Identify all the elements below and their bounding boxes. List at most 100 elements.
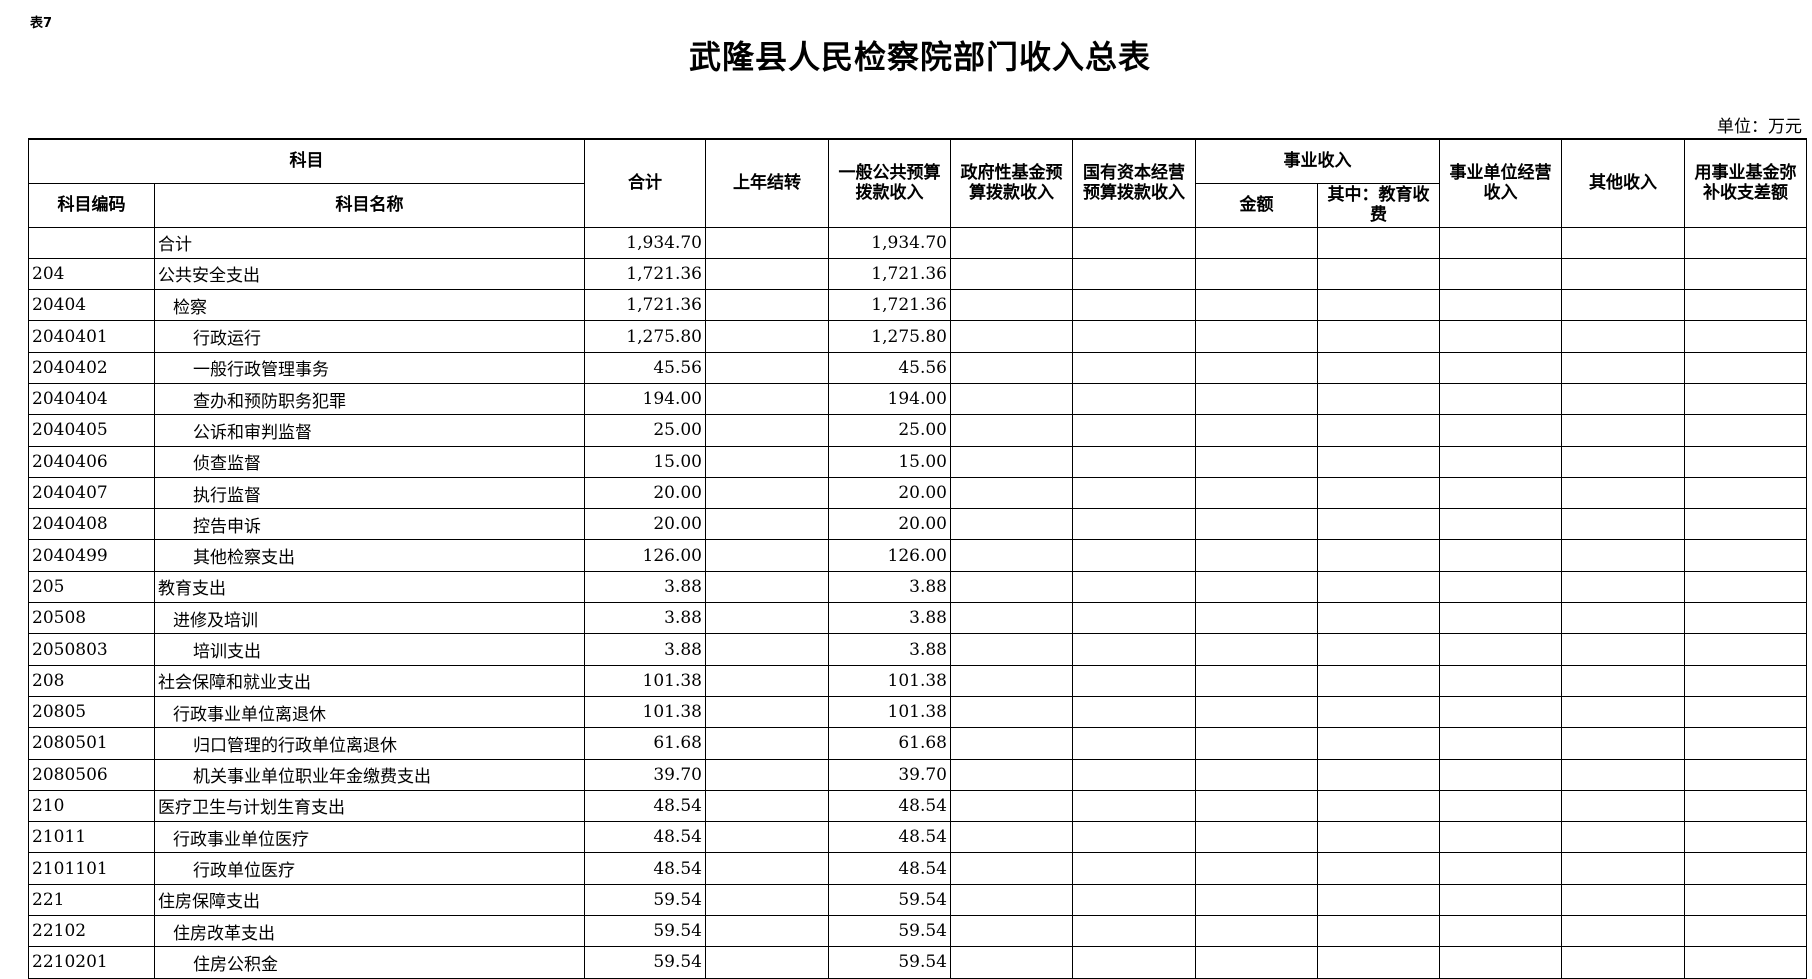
cell-total: 25.00 — [584, 414, 706, 447]
cell-edu-fee — [1317, 758, 1440, 791]
table-number: 表7 — [30, 16, 53, 31]
cell-amount — [1195, 382, 1318, 416]
header-biz-operation: 事业单位经营收入 — [1439, 138, 1562, 228]
cell-other — [1561, 602, 1685, 635]
cell-general: 3.88 — [828, 602, 951, 635]
cell-carryover — [705, 320, 829, 353]
header-other: 其他收入 — [1561, 138, 1685, 228]
cell-biz-operation — [1439, 758, 1562, 791]
cell-biz-operation — [1439, 351, 1562, 384]
cell-amount — [1195, 946, 1318, 979]
cell-other — [1561, 289, 1685, 322]
cell-biz-operation — [1439, 226, 1562, 259]
cell-edu-fee — [1317, 320, 1440, 353]
cell-carryover — [705, 633, 829, 666]
cell-edu-fee — [1317, 602, 1440, 635]
cell-general: 25.00 — [828, 414, 951, 447]
header-gov-fund: 政府性基金预算拨款收入 — [950, 138, 1073, 228]
page-title: 武隆县人民检察院部门收入总表 — [688, 38, 1151, 76]
cell-fund-cover — [1684, 476, 1807, 510]
cell-amount — [1195, 727, 1318, 760]
cell-code: 2040406 — [28, 445, 155, 478]
cell-name: 归口管理的行政单位离退休 — [154, 727, 585, 760]
cell-state-capital — [1072, 664, 1196, 697]
cell-other — [1561, 539, 1685, 572]
table-row: 21011 行政事业单位医疗 48.54 48.54 — [28, 821, 1807, 854]
cell-other — [1561, 633, 1685, 666]
cell-code: 2080501 — [28, 727, 155, 760]
cell-total: 20.00 — [584, 508, 706, 541]
table-row: 2050803 培训支出 3.88 3.88 — [28, 633, 1807, 666]
cell-gov-fund — [950, 727, 1073, 760]
cell-amount — [1195, 320, 1318, 353]
cell-carryover — [705, 915, 829, 948]
cell-fund-cover — [1684, 946, 1807, 979]
table-row: 210 医疗卫生与计划生育支出 48.54 48.54 — [28, 789, 1807, 823]
cell-name: 机关事业单位职业年金缴费支出 — [154, 758, 585, 791]
cell-carryover — [705, 883, 829, 917]
cell-carryover — [705, 758, 829, 791]
cell-general: 101.38 — [828, 664, 951, 697]
cell-code: 221 — [28, 883, 155, 917]
cell-amount — [1195, 414, 1318, 447]
header-business: 事业收入 — [1195, 138, 1440, 184]
table-row: 2040405 公诉和审判监督 25.00 25.00 — [28, 414, 1807, 447]
cell-total: 1,275.80 — [584, 320, 706, 353]
cell-code: 2040499 — [28, 539, 155, 572]
cell-state-capital — [1072, 695, 1196, 729]
cell-total: 45.56 — [584, 351, 706, 384]
cell-total: 59.54 — [584, 915, 706, 948]
cell-other — [1561, 414, 1685, 447]
cell-edu-fee — [1317, 351, 1440, 384]
cell-carryover — [705, 789, 829, 823]
cell-state-capital — [1072, 257, 1196, 291]
cell-code: 205 — [28, 570, 155, 604]
cell-carryover — [705, 727, 829, 760]
table-row: 2040406 侦查监督 15.00 15.00 — [28, 445, 1807, 478]
cell-general: 15.00 — [828, 445, 951, 478]
cell-code: 2101101 — [28, 852, 155, 885]
cell-gov-fund — [950, 351, 1073, 384]
cell-biz-operation — [1439, 946, 1562, 979]
cell-fund-cover — [1684, 915, 1807, 948]
cell-name: 执行监督 — [154, 476, 585, 510]
table-row: 2040401 行政运行 1,275.80 1,275.80 — [28, 320, 1807, 353]
cell-carryover — [705, 602, 829, 635]
cell-name: 住房公积金 — [154, 946, 585, 979]
cell-other — [1561, 883, 1685, 917]
header-carryover: 上年结转 — [705, 138, 829, 228]
cell-name: 行政事业单位离退休 — [154, 695, 585, 729]
cell-other — [1561, 508, 1685, 541]
cell-name: 其他检察支出 — [154, 539, 585, 572]
cell-gov-fund — [950, 508, 1073, 541]
cell-gov-fund — [950, 915, 1073, 948]
header-kemu: 科目 — [28, 138, 585, 184]
cell-name: 进修及培训 — [154, 602, 585, 635]
cell-carryover — [705, 946, 829, 979]
cell-state-capital — [1072, 476, 1196, 510]
cell-other — [1561, 445, 1685, 478]
cell-biz-operation — [1439, 695, 1562, 729]
cell-name: 行政事业单位医疗 — [154, 821, 585, 854]
cell-name: 检察 — [154, 289, 585, 322]
table-row: 208 社会保障和就业支出 101.38 101.38 — [28, 664, 1807, 697]
cell-gov-fund — [950, 289, 1073, 322]
cell-biz-operation — [1439, 602, 1562, 635]
cell-edu-fee — [1317, 445, 1440, 478]
cell-amount — [1195, 664, 1318, 697]
table-row: 2101101 行政单位医疗 48.54 48.54 — [28, 852, 1807, 885]
cell-biz-operation — [1439, 539, 1562, 572]
cell-state-capital — [1072, 289, 1196, 322]
header-fund-cover: 用事业基金弥补收支差额 — [1684, 138, 1807, 228]
cell-general: 3.88 — [828, 633, 951, 666]
cell-other — [1561, 351, 1685, 384]
cell-total: 59.54 — [584, 883, 706, 917]
cell-amount — [1195, 789, 1318, 823]
cell-other — [1561, 382, 1685, 416]
cell-other — [1561, 226, 1685, 259]
cell-gov-fund — [950, 414, 1073, 447]
cell-edu-fee — [1317, 946, 1440, 979]
cell-code: 2040404 — [28, 382, 155, 416]
cell-amount — [1195, 695, 1318, 729]
cell-fund-cover — [1684, 508, 1807, 541]
